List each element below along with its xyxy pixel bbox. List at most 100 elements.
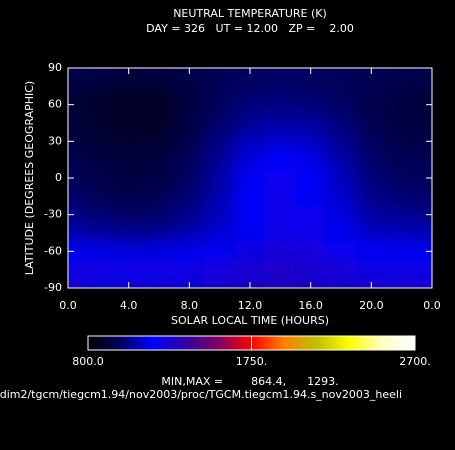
heatmap-cell bbox=[82, 168, 114, 188]
heatmap-cell bbox=[234, 95, 266, 115]
y-axis-label: LATITUDE (DEGREES GEOGRAPHIC) bbox=[23, 81, 36, 275]
heatmap-cell bbox=[204, 76, 236, 96]
heatmap-cell bbox=[325, 68, 357, 78]
heatmap-cell bbox=[416, 241, 432, 261]
heatmap-cell bbox=[325, 95, 357, 115]
heatmap-cell bbox=[386, 113, 418, 133]
heatmap-cell bbox=[386, 186, 418, 206]
heatmap-cell bbox=[264, 241, 296, 261]
heatmap-clip bbox=[68, 68, 432, 288]
heatmap-cell bbox=[204, 205, 236, 225]
heatmap-cell bbox=[204, 186, 236, 206]
heatmap-cell bbox=[264, 113, 296, 133]
heatmap-cell bbox=[143, 150, 175, 170]
heatmap-cell bbox=[295, 241, 327, 261]
heatmap-cell bbox=[386, 68, 418, 78]
heatmap-cell bbox=[295, 76, 327, 96]
heatmap-cell bbox=[68, 113, 84, 133]
heatmap-cell bbox=[264, 76, 296, 96]
heatmap-cell bbox=[82, 131, 114, 151]
heatmap-cell bbox=[416, 223, 432, 243]
heatmap-cell bbox=[355, 186, 387, 206]
heatmap-cell bbox=[68, 205, 84, 225]
heatmap-cell bbox=[113, 260, 145, 280]
heatmap-cell bbox=[355, 95, 387, 115]
heatmap-cell bbox=[68, 131, 84, 151]
heatmap-cell bbox=[264, 168, 296, 188]
heatmap-cell bbox=[325, 131, 357, 151]
heatmap-cell bbox=[204, 260, 236, 280]
heatmap-cell bbox=[325, 260, 357, 280]
heatmap-cell bbox=[325, 113, 357, 133]
heatmap-cell bbox=[113, 150, 145, 170]
footer-path: /dim2/tgcm/tiegcm1.94/nov2003/proc/TGCM.… bbox=[0, 388, 402, 401]
heatmap-cell bbox=[143, 241, 175, 261]
heatmap-cell bbox=[113, 186, 145, 206]
heatmap-cell bbox=[355, 131, 387, 151]
heatmap-cell bbox=[82, 241, 114, 261]
heatmap-cell bbox=[68, 260, 84, 280]
heatmap-cell bbox=[234, 205, 266, 225]
heatmap-cell bbox=[416, 260, 432, 280]
heatmap-cell bbox=[204, 131, 236, 151]
y-tick-label: -30 bbox=[44, 208, 62, 221]
heatmap-cell bbox=[204, 278, 236, 288]
heatmap-cell bbox=[68, 168, 84, 188]
y-tick-label: -60 bbox=[44, 244, 62, 257]
heatmap-cell bbox=[325, 150, 357, 170]
heatmap-cell bbox=[204, 68, 236, 78]
y-tick-label: 30 bbox=[48, 134, 62, 147]
chart-title: NEUTRAL TEMPERATURE (K) bbox=[173, 7, 327, 20]
heatmap-cell bbox=[113, 241, 145, 261]
heatmap-cell bbox=[386, 168, 418, 188]
heatmap-cell bbox=[173, 223, 205, 243]
heatmap-cell bbox=[173, 150, 205, 170]
heatmap-cell bbox=[113, 76, 145, 96]
heatmap-cell bbox=[264, 68, 296, 78]
heatmap-cell bbox=[68, 76, 84, 96]
heatmap-cell bbox=[234, 186, 266, 206]
x-tick-label: 12.0 bbox=[238, 299, 263, 312]
heatmap-cell bbox=[173, 76, 205, 96]
heatmap-cell bbox=[416, 76, 432, 96]
y-tick-label: -90 bbox=[44, 281, 62, 294]
heatmap-cell bbox=[325, 76, 357, 96]
heatmap-cell bbox=[234, 76, 266, 96]
heatmap-cell bbox=[113, 168, 145, 188]
heatmap-cell bbox=[68, 150, 84, 170]
x-tick-label: 4.0 bbox=[120, 299, 138, 312]
heatmap-cell bbox=[82, 95, 114, 115]
heatmap-cell bbox=[173, 205, 205, 225]
heatmap-cell bbox=[295, 260, 327, 280]
heatmap-cell bbox=[143, 278, 175, 288]
heatmap-cell bbox=[264, 260, 296, 280]
heatmap-cell bbox=[386, 205, 418, 225]
heatmap-cell bbox=[416, 113, 432, 133]
heatmap-cell bbox=[68, 241, 84, 261]
heatmap-cell bbox=[143, 186, 175, 206]
heatmap-cell bbox=[416, 150, 432, 170]
chart-subtitle: DAY = 326 UT = 12.00 ZP = 2.00 bbox=[146, 22, 354, 35]
heatmap-cell bbox=[204, 95, 236, 115]
heatmap-cell bbox=[204, 223, 236, 243]
colorbar-tick-label: 800.0 bbox=[72, 355, 104, 368]
heatmap-cell bbox=[355, 205, 387, 225]
heatmap-cell bbox=[68, 68, 84, 78]
heatmap-cell bbox=[386, 150, 418, 170]
min-max-label: MIN,MAX = 864.4, 1293. bbox=[161, 375, 338, 388]
heatmap-cell bbox=[173, 95, 205, 115]
heatmap-cell bbox=[355, 150, 387, 170]
heatmap-cell bbox=[416, 205, 432, 225]
heatmap-cell bbox=[113, 205, 145, 225]
heatmap-cell bbox=[82, 223, 114, 243]
heatmap-cell bbox=[113, 131, 145, 151]
heatmap-cell bbox=[295, 205, 327, 225]
heatmap-cell bbox=[416, 278, 432, 288]
heatmap-cell bbox=[355, 76, 387, 96]
heatmap-cell bbox=[295, 95, 327, 115]
heatmap-cell bbox=[234, 260, 266, 280]
heatmap-cell bbox=[82, 186, 114, 206]
heatmap-cell bbox=[325, 241, 357, 261]
x-tick-label: 20.0 bbox=[359, 299, 384, 312]
